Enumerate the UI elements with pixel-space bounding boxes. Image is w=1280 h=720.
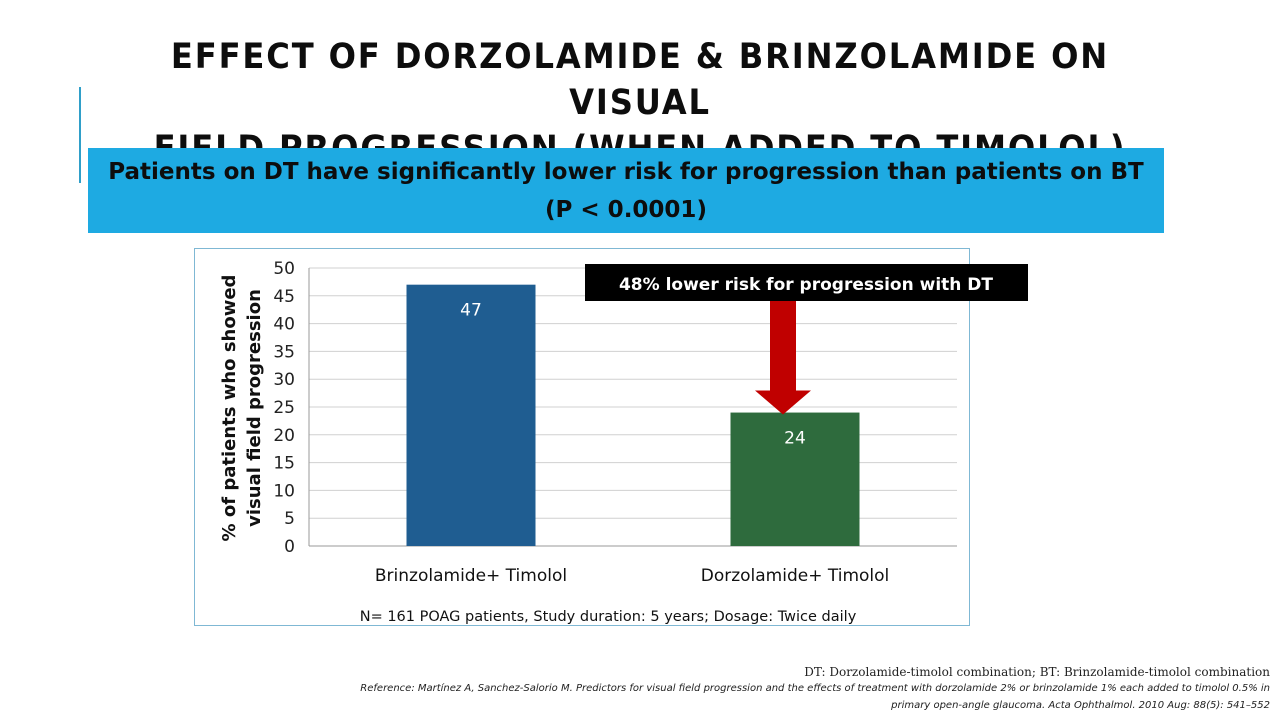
reference-block: DT: Dorzolamide-timolol combination; BT:…: [170, 664, 1270, 714]
callout-box: [585, 264, 1028, 301]
summary-banner-line-1: Patients on DT have significantly lower …: [108, 159, 1144, 185]
accent-line: [79, 87, 81, 183]
y-tick-label: 10: [273, 481, 295, 501]
y-tick-label: 0: [284, 537, 295, 557]
abbreviation-definitions: DT: Dorzolamide-timolol combination; BT:…: [804, 665, 1270, 679]
bar-data-label: 24: [784, 429, 806, 449]
y-tick-label: 35: [273, 342, 295, 362]
summary-banner-line-2: (P < 0.0001): [545, 197, 707, 223]
slide-title-line-1: EFFECT OF DORZOLAMIDE & BRINZOLAMIDE ON …: [170, 37, 1110, 123]
y-tick-label: 5: [284, 509, 295, 529]
y-axis-title-line-1: % of patients who showed: [219, 275, 240, 542]
summary-banner: Patients on DT have significantly lower …: [88, 148, 1164, 233]
y-tick-label: 45: [273, 287, 295, 307]
reference-line-1: Reference: Martínez A, Sanchez-Salorio M…: [360, 683, 1270, 694]
y-tick-label: 50: [273, 259, 295, 279]
y-tick-label: 25: [273, 398, 295, 418]
y-tick-label: 15: [273, 454, 295, 474]
reference-line-2: primary open-angle glaucoma. Acta Ophtha…: [891, 700, 1270, 711]
y-axis-title-line-2: visual field progression: [244, 289, 265, 527]
callout-text: 48% lower risk for progression with DT: [619, 275, 993, 295]
bar-data-label: 47: [460, 301, 482, 321]
down-arrow-icon: [755, 293, 811, 415]
chart-note: N= 161 POAG patients, Study duration: 5 …: [360, 609, 857, 625]
y-tick-label: 40: [273, 315, 295, 335]
x-tick-label: Dorzolamide+ Timolol: [701, 566, 890, 586]
bar: [406, 284, 536, 546]
y-tick-label: 20: [273, 426, 295, 446]
x-tick-label: Brinzolamide+ Timolol: [375, 566, 567, 586]
bar: [730, 412, 860, 546]
y-tick-label: 30: [273, 370, 295, 390]
